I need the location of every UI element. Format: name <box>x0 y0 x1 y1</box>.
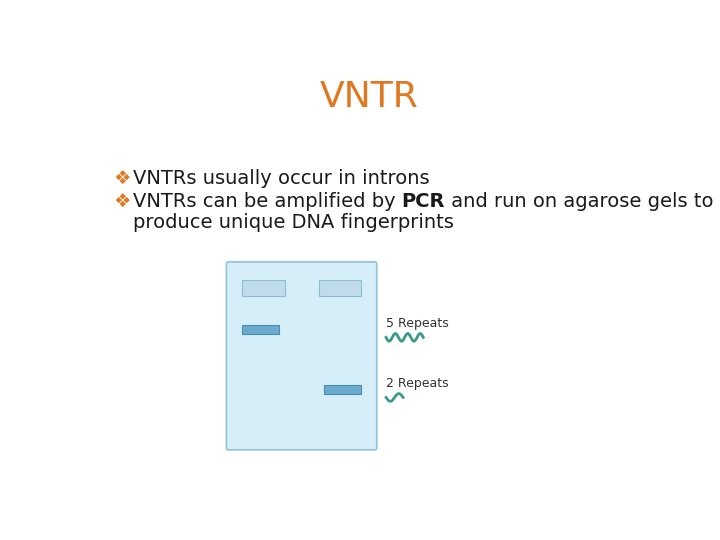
Bar <box>242 280 284 296</box>
Text: VNTR: VNTR <box>320 80 418 114</box>
FancyBboxPatch shape <box>226 262 377 450</box>
Text: and run on agarose gels to: and run on agarose gels to <box>445 192 714 211</box>
Text: ❖: ❖ <box>113 169 131 188</box>
Bar <box>242 325 279 334</box>
Text: 5 Repeats: 5 Repeats <box>386 317 449 330</box>
Text: ❖: ❖ <box>113 192 131 211</box>
Text: VNTRs usually occur in introns: VNTRs usually occur in introns <box>132 169 429 188</box>
Text: 2 Repeats: 2 Repeats <box>386 377 449 390</box>
Text: VNTRs can be amplified by: VNTRs can be amplified by <box>132 192 402 211</box>
Bar <box>324 385 361 394</box>
Text: PCR: PCR <box>402 192 445 211</box>
Text: produce unique DNA fingerprints: produce unique DNA fingerprints <box>132 213 454 232</box>
Bar <box>319 280 361 296</box>
